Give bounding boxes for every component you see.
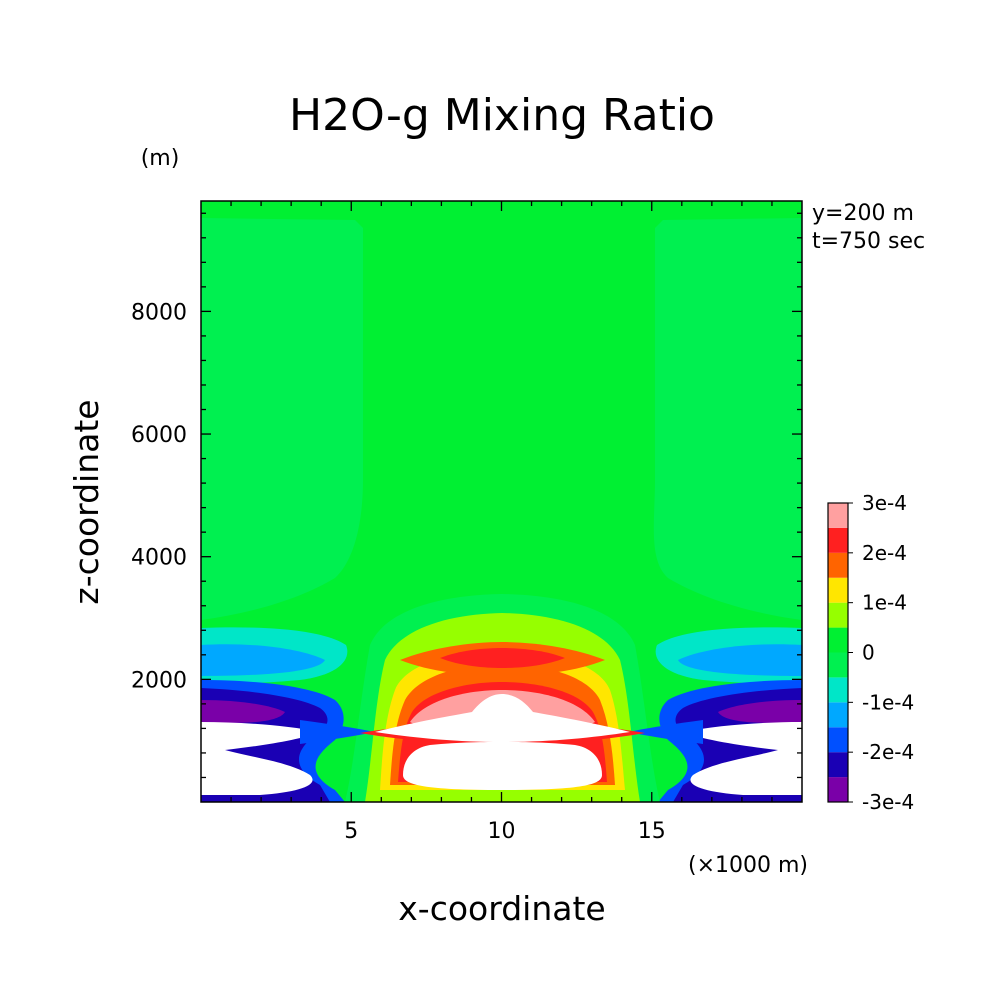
- contour-left-white: [201, 722, 320, 795]
- y-tick-label: 8000: [131, 300, 187, 325]
- x-tick-label: 5: [344, 819, 358, 844]
- colorbar-label: -1e-4: [862, 690, 914, 714]
- colorbar-swatch: [828, 652, 848, 678]
- contour-right-upper-band: [653, 201, 802, 620]
- y-ticks: 2000 4000 6000 8000: [131, 212, 802, 779]
- contour-upper-ellipse-red: [440, 648, 565, 668]
- colorbar-swatch: [828, 702, 848, 728]
- contour-cross-arm-blue: [300, 720, 375, 744]
- colorbar-swatch: [828, 777, 848, 802]
- y-tick-label: 6000: [131, 423, 187, 448]
- y-tick-label: 4000: [131, 546, 187, 571]
- y-axis-label: z-coordinate: [67, 399, 106, 604]
- colorbar-swatch: [828, 727, 848, 753]
- x-tick-label: 10: [488, 819, 516, 844]
- colorbar: 3e-4 2e-4 1e-4 0 -1e-4 -2e-4 -3e-4: [827, 491, 914, 814]
- annotation-y: y=200 m: [812, 201, 914, 226]
- colorbar-label: 3e-4: [862, 491, 907, 515]
- colorbar-swatch: [828, 577, 848, 603]
- contour-right-lightblue: [678, 644, 802, 676]
- contour-right-purple: [718, 700, 802, 723]
- colorbar-label: -3e-4: [862, 790, 914, 814]
- x-unit-label: (×1000 m): [688, 853, 808, 878]
- contour-center-white-upper: [375, 694, 630, 742]
- colorbar-swatch: [828, 602, 848, 628]
- x-axis-label: x-coordinate: [398, 889, 605, 928]
- x-tick-label: 15: [638, 819, 666, 844]
- colorbar-swatch: [828, 677, 848, 703]
- plot-area: [201, 201, 802, 802]
- y-unit-label: (m): [141, 146, 180, 171]
- contour-cross-arm-blue-right: [628, 720, 703, 744]
- contour-center-white-lower: [403, 742, 602, 790]
- annotation-t: t=750 sec: [812, 229, 925, 254]
- contour-right-white: [683, 722, 802, 795]
- colorbar-swatch: [828, 527, 848, 553]
- colorbar-swatch: [828, 503, 848, 528]
- colorbar-label: -2e-4: [862, 740, 914, 764]
- colorbar-swatch: [828, 627, 848, 653]
- contour-left-upper-band: [201, 201, 363, 620]
- contour-left-purple: [201, 700, 285, 723]
- chart-title: H2O-g Mixing Ratio: [289, 90, 715, 141]
- y-tick-label: 2000: [131, 668, 187, 693]
- colorbar-label: 2e-4: [862, 541, 907, 565]
- colorbar-swatch: [828, 552, 848, 578]
- colorbar-label: 1e-4: [862, 591, 907, 615]
- contour-left-lightblue: [201, 644, 325, 676]
- x-ticks: 5 10 15: [230, 201, 773, 844]
- colorbar-swatch: [828, 752, 848, 778]
- colorbar-label: 0: [862, 641, 875, 665]
